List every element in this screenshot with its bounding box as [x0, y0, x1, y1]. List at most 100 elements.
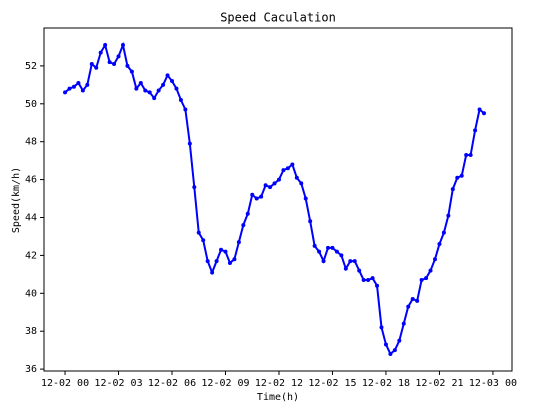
data-point: [63, 90, 68, 95]
data-point: [361, 278, 366, 283]
data-point: [138, 80, 143, 85]
data-point: [98, 50, 103, 55]
data-point: [383, 342, 388, 347]
data-point: [473, 128, 478, 133]
data-point: [219, 247, 224, 252]
data-point: [370, 276, 375, 281]
data-point: [205, 259, 210, 264]
data-point: [482, 111, 487, 116]
y-tick-label: 42: [25, 250, 37, 261]
data-point: [357, 268, 362, 273]
data-point: [450, 187, 455, 192]
x-tick-label: 12-02 06: [148, 378, 196, 389]
data-point: [366, 278, 371, 283]
data-point: [250, 192, 255, 197]
data-point: [210, 270, 215, 275]
data-point: [161, 82, 166, 87]
data-point: [392, 348, 397, 353]
data-point: [317, 249, 322, 254]
x-axis-label: Time(h): [257, 392, 299, 403]
data-line: [64, 41, 485, 356]
data-point: [152, 96, 157, 101]
data-point: [281, 168, 286, 173]
data-point: [428, 268, 433, 273]
data-point: [125, 63, 130, 68]
data-point: [303, 196, 308, 201]
data-point: [339, 253, 344, 258]
data-point: [214, 259, 219, 264]
data-point: [103, 43, 108, 48]
data-point: [455, 175, 460, 180]
data-point: [477, 107, 482, 112]
data-point: [343, 266, 348, 271]
y-tick-label: 48: [25, 137, 37, 148]
data-point: [388, 351, 393, 356]
x-tick-label: 12-02 09: [201, 378, 249, 389]
y-tick-label: 44: [25, 213, 37, 224]
y-axis-label: Speed(km/h): [11, 167, 22, 233]
data-point: [71, 84, 76, 89]
data-point: [321, 259, 326, 264]
data-point: [352, 259, 357, 264]
y-tick-label: 38: [25, 326, 37, 337]
data-point: [397, 338, 402, 343]
y-tick-label: 52: [25, 61, 37, 72]
y-tick-label: 50: [25, 99, 37, 110]
data-point: [259, 194, 264, 199]
data-point: [348, 259, 353, 264]
data-point: [89, 62, 94, 67]
y-tick-label: 40: [25, 288, 37, 299]
chart-title: Speed Caculation: [220, 11, 336, 25]
data-point: [334, 249, 339, 254]
data-point: [94, 65, 99, 70]
data-point: [112, 62, 117, 67]
data-point: [312, 243, 317, 248]
x-tick-label: 12-02 15: [308, 378, 356, 389]
x-tick-label: 12-02 21: [415, 378, 463, 389]
data-point: [245, 211, 250, 216]
data-point: [116, 54, 121, 59]
data-point: [464, 152, 469, 157]
data-point: [437, 242, 442, 247]
data-point: [85, 82, 90, 87]
data-point: [232, 257, 237, 262]
data-point: [120, 43, 125, 48]
data-point: [379, 325, 384, 330]
data-point: [263, 183, 268, 188]
data-point: [107, 60, 112, 65]
data-point: [192, 185, 197, 190]
data-point: [424, 276, 429, 281]
data-point: [276, 177, 281, 182]
data-point: [76, 80, 81, 85]
data-point: [468, 152, 473, 157]
data-point: [308, 219, 313, 224]
data-point: [165, 73, 170, 78]
y-tick-label: 46: [25, 175, 37, 186]
data-point: [80, 88, 85, 93]
x-tick-label: 12-02 18: [362, 378, 410, 389]
data-point: [401, 321, 406, 326]
data-point: [178, 98, 183, 103]
x-tick-label: 12-02 03: [94, 378, 142, 389]
data-point: [294, 175, 299, 180]
data-point: [406, 304, 411, 309]
x-tick-label: 12-02 00: [41, 378, 89, 389]
data-point: [375, 283, 380, 288]
data-point: [432, 257, 437, 262]
data-point: [459, 173, 464, 178]
data-point: [156, 88, 161, 93]
data-point: [134, 86, 139, 91]
y-tick-label: 36: [25, 364, 37, 375]
data-point: [143, 88, 148, 93]
data-point: [129, 69, 134, 74]
data-point: [285, 166, 290, 171]
data-point: [236, 240, 241, 245]
data-point: [174, 86, 179, 91]
plot-frame: [43, 27, 513, 372]
data-point: [415, 298, 420, 303]
data-point: [272, 181, 277, 186]
data-point: [254, 196, 259, 201]
data-point: [223, 249, 228, 254]
data-point: [170, 79, 175, 84]
